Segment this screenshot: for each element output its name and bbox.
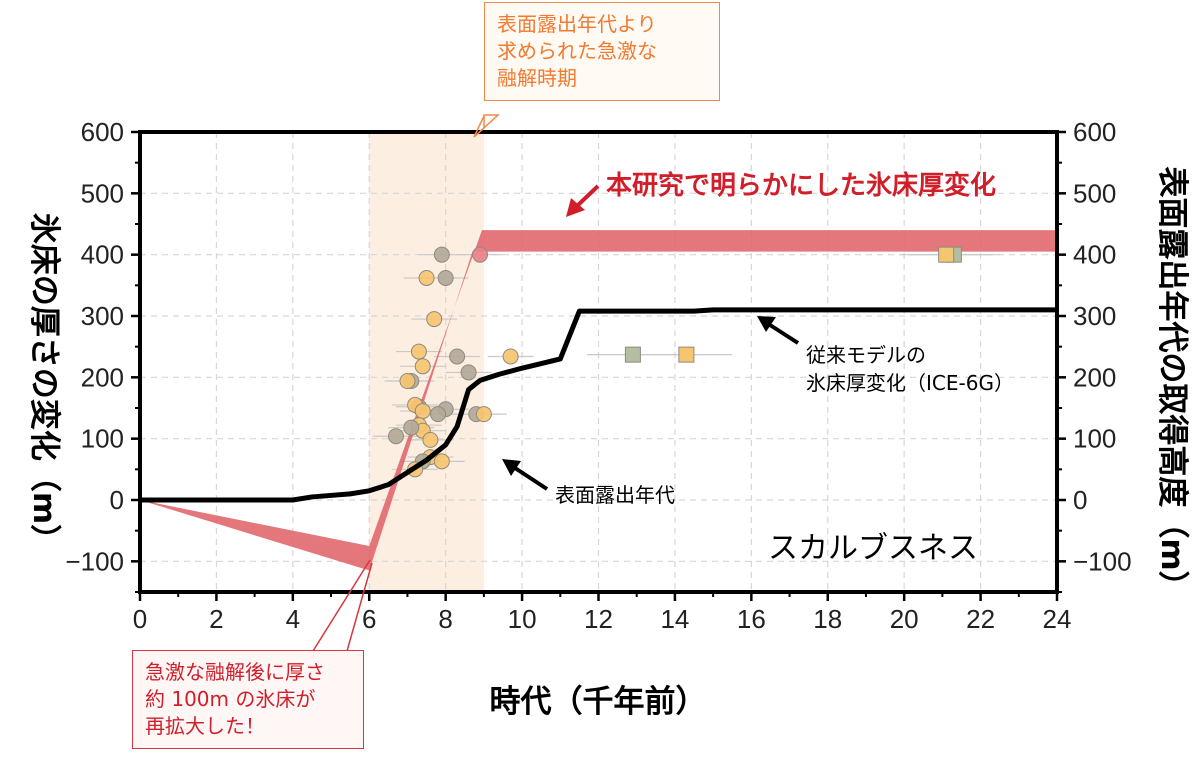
y-tick-label-right: 200	[1073, 362, 1116, 392]
x-axis-label: 時代（千年前）	[490, 684, 707, 720]
callout-readvance: 急激な融解後に厚さ 約 100m の氷床が 再拡大した！	[132, 650, 364, 749]
y-tick-label-right: 0	[1073, 485, 1087, 515]
x-tick-label: 20	[890, 604, 919, 634]
exposure-age-square	[938, 246, 955, 263]
y-tick-label-right: 600	[1073, 117, 1116, 147]
exposure-age-circle	[449, 348, 466, 365]
exposure-age-circle	[403, 419, 420, 436]
y-tick-label-right: 100	[1073, 424, 1116, 454]
exposure-age-square	[678, 346, 695, 363]
x-tick-label: 22	[966, 604, 995, 634]
x-tick-label: 16	[737, 604, 766, 634]
ice6g-line	[140, 307, 1057, 503]
exposure-age-circle	[414, 358, 431, 375]
exposure-age-circle	[426, 311, 443, 328]
model-arrow	[757, 316, 800, 345]
y-axis-label-left: 氷床の厚さの変化（m）	[26, 213, 62, 555]
x-tick-label: 12	[584, 604, 613, 634]
x-tick-label: 8	[438, 604, 452, 634]
x-tick-label: 24	[1043, 604, 1072, 634]
x-tick-label: 2	[209, 604, 223, 634]
x-tick-label: 18	[813, 604, 842, 634]
callout-bottom-pointer-a	[312, 559, 371, 652]
exposure-label: 表面露出年代	[555, 483, 675, 507]
exposure-age-circle	[418, 269, 435, 286]
x-tick-label: 10	[508, 604, 537, 634]
exposure-age-circle	[430, 406, 447, 423]
location-label: スカルブスネス	[768, 531, 978, 566]
y-tick-label-left: 100	[81, 424, 124, 454]
x-tick-label: 0	[133, 604, 147, 634]
y-tick-label-left: 500	[81, 178, 124, 208]
y-tick-label-right: 400	[1073, 240, 1116, 270]
callout-top-pointer-line	[473, 115, 485, 138]
x-tick-label: 4	[286, 604, 300, 634]
y-tick-label-right: 500	[1073, 178, 1116, 208]
y-tick-label-left: 400	[81, 240, 124, 270]
exposure-arrow	[502, 459, 549, 491]
y-tick-label-left: 0	[110, 485, 124, 515]
y-tick-label-right: 300	[1073, 301, 1116, 331]
callout-rapid-melting-period: 表面露出年代より 求められた急激な 融解時期	[484, 2, 720, 101]
callout-bottom-pointer-b	[346, 562, 373, 652]
exposure-age-circle	[433, 246, 450, 263]
exposure-age-circle	[472, 246, 489, 263]
exposure-age-circle	[399, 373, 416, 390]
model-label-line2: 氷床厚変化（ICE-6G）	[806, 371, 1014, 395]
x-tick-label: 14	[660, 604, 689, 634]
band-label: 本研究で明らかにした氷床厚変化	[606, 170, 996, 201]
exposure-age-square	[624, 346, 641, 363]
x-tick-label: 6	[362, 604, 376, 634]
exposure-age-circle	[422, 431, 439, 448]
band-arrow	[566, 184, 600, 217]
exposure-age-circle	[460, 364, 477, 381]
model-label-line1: 従来モデルの	[806, 343, 926, 367]
y-axis-label-right: 表面露出年代の取得高度（m）	[1154, 166, 1190, 601]
exposure-age-circle	[387, 428, 404, 445]
y-tick-label-left: 600	[81, 117, 124, 147]
exposure-age-circle	[410, 343, 427, 360]
y-tick-label-left: 200	[81, 362, 124, 392]
exposure-age-circle	[437, 269, 454, 286]
exposure-age-circle	[433, 453, 450, 470]
exposure-age-circle	[414, 403, 431, 420]
y-tick-label-right: −100	[1073, 546, 1132, 576]
exposure-age-circle	[502, 348, 519, 365]
y-tick-label-left: −100	[65, 546, 124, 576]
y-tick-label-left: 300	[81, 301, 124, 331]
exposure-age-circle	[475, 406, 492, 423]
